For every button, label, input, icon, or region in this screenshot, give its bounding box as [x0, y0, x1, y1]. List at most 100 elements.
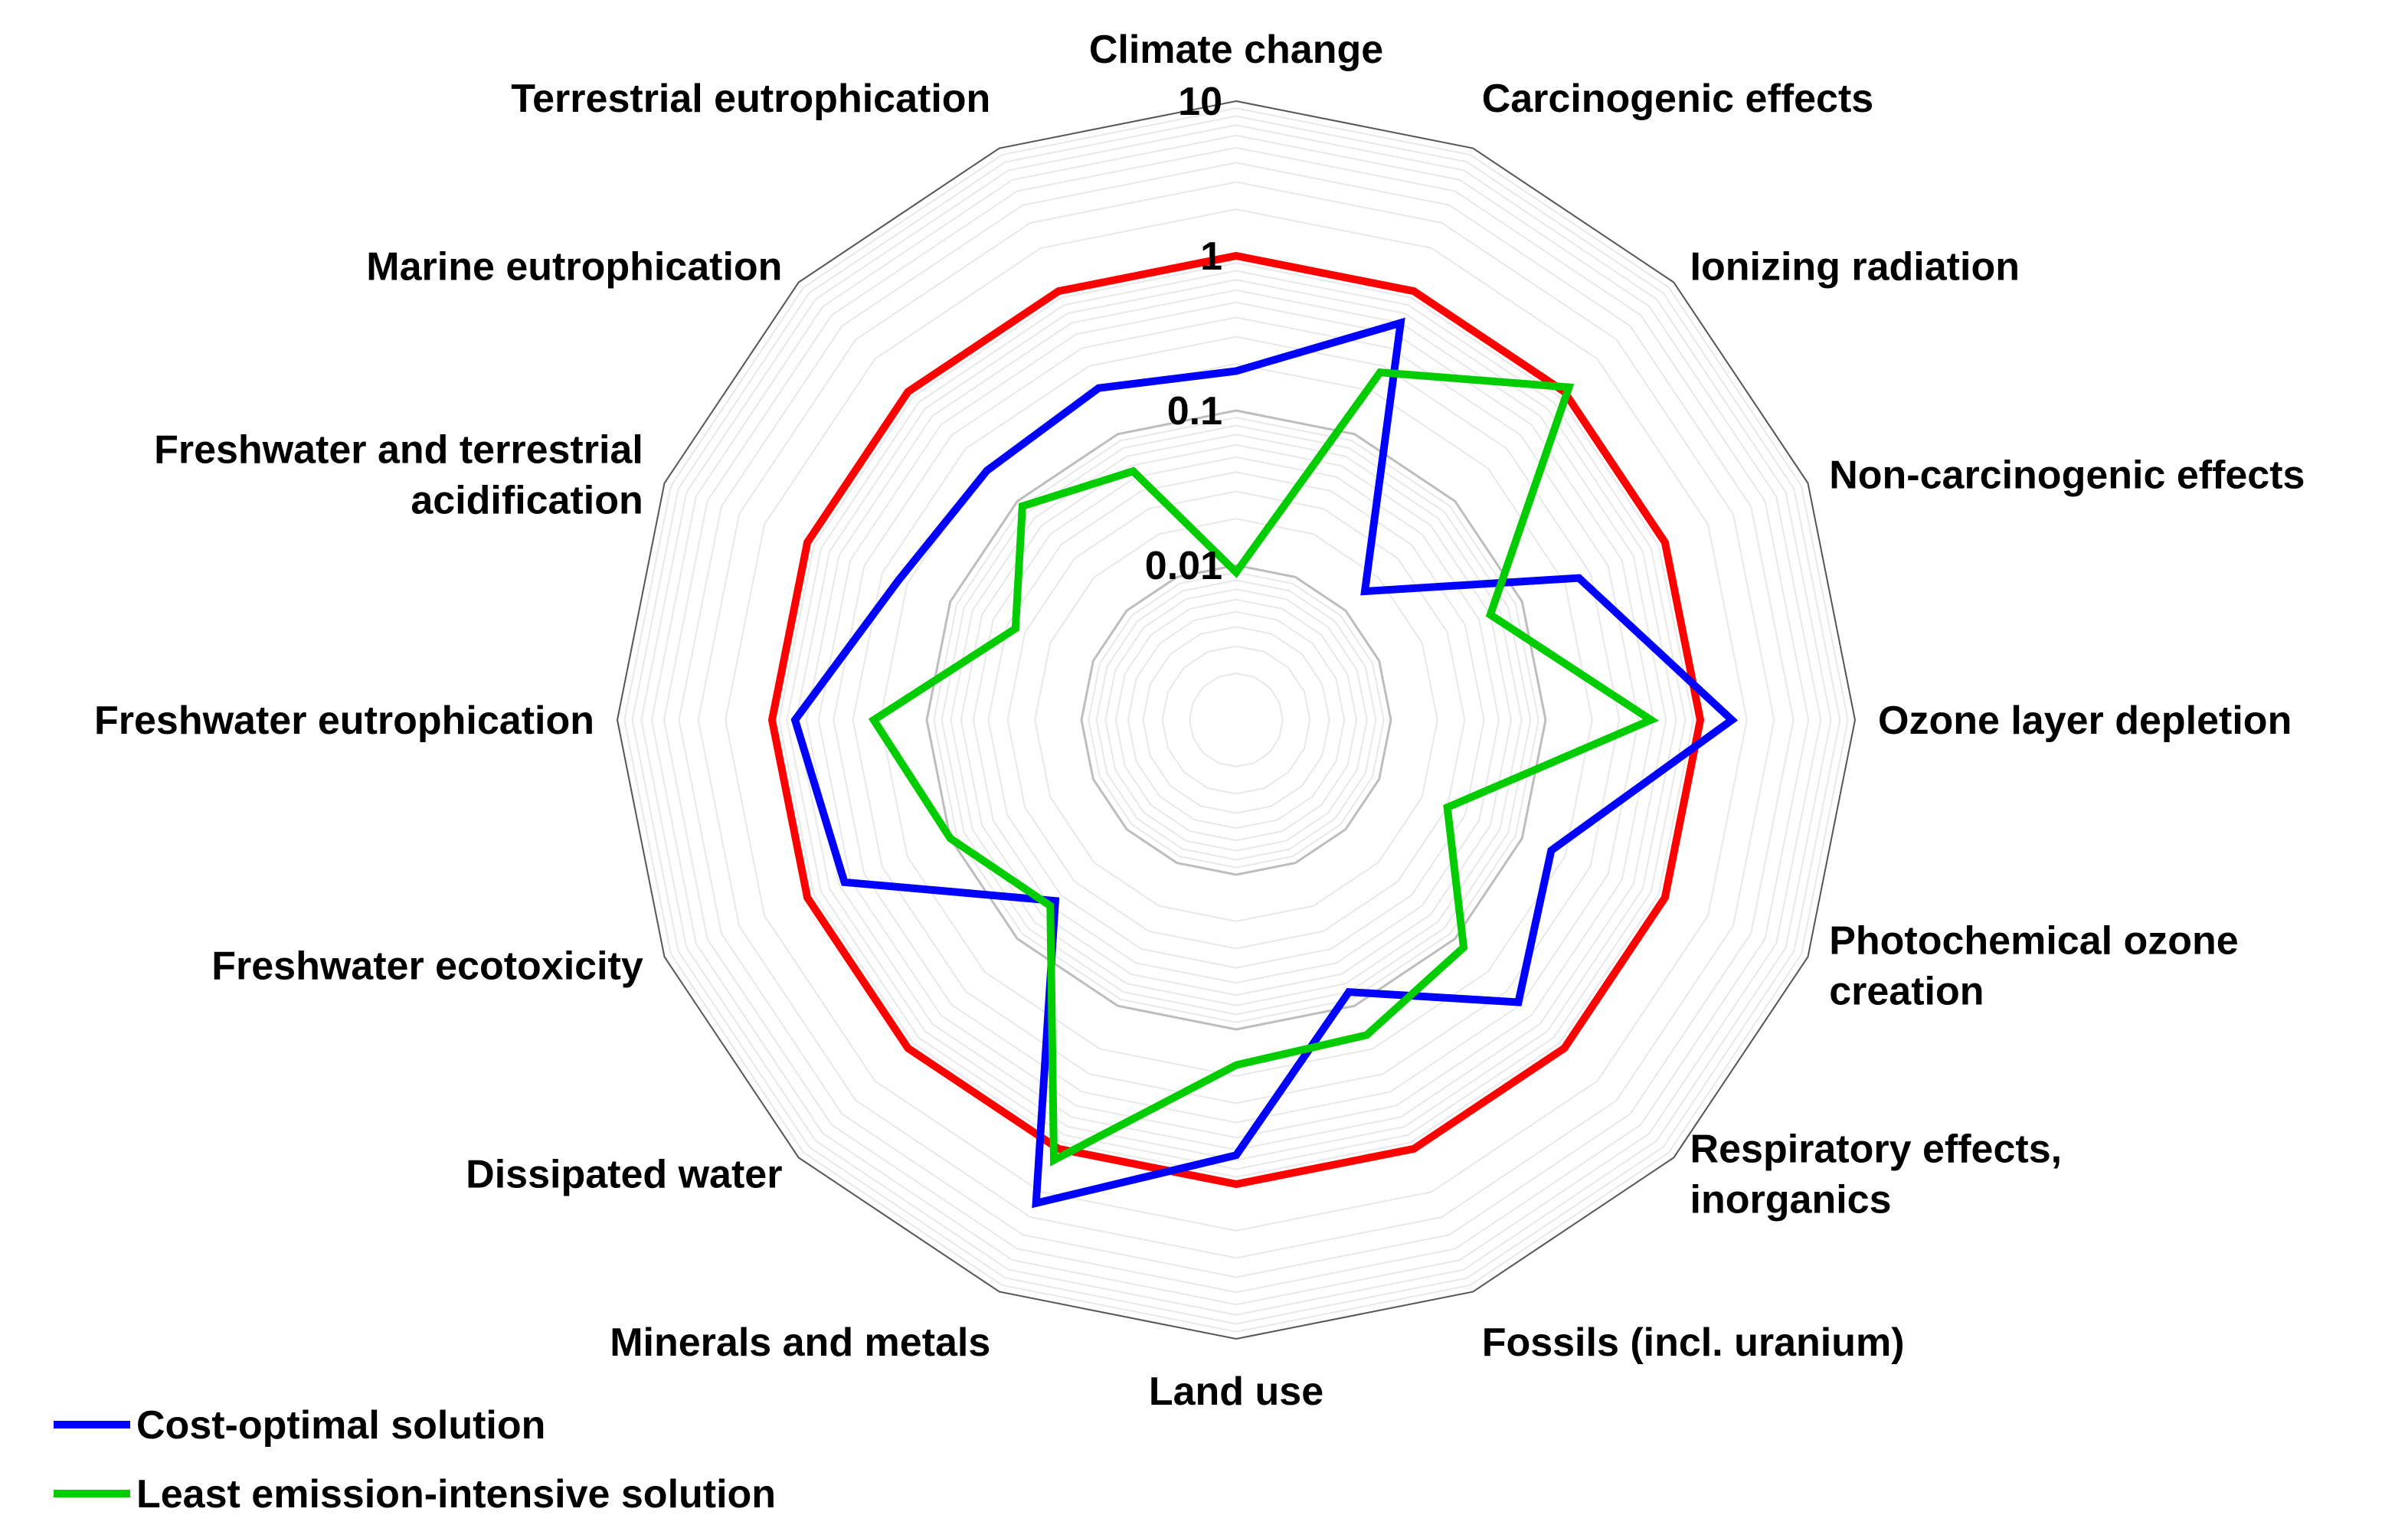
grid-ring — [623, 107, 1849, 1333]
grid-ring — [795, 279, 1677, 1161]
data-point — [806, 542, 809, 544]
category-label-line: Freshwater ecotoxicity — [211, 944, 643, 989]
grid-ring — [1095, 579, 1377, 861]
data-point — [1058, 290, 1060, 293]
data-point — [1578, 577, 1580, 579]
data-point — [1700, 719, 1701, 721]
data-point — [1650, 719, 1652, 721]
series-line — [868, 368, 1660, 1167]
tick-label: 1 — [1200, 234, 1222, 279]
category-label: Land use — [1149, 1369, 1323, 1414]
grid-ring — [1189, 672, 1284, 767]
grid-ring — [933, 417, 1539, 1023]
grid-ring — [960, 443, 1513, 996]
legend-label-least-emission: Least emission-intensive solution — [136, 1472, 776, 1517]
grid-ring — [879, 363, 1593, 1077]
category-label: Minerals and metals — [610, 1320, 990, 1365]
category-label: Freshwater ecotoxicity — [211, 944, 643, 989]
grid-ring — [833, 316, 1640, 1124]
category-label: Carcinogenic effects — [1482, 77, 1874, 121]
grid-ring — [631, 115, 1841, 1325]
data-point — [1489, 614, 1491, 616]
data-point — [1035, 1202, 1037, 1204]
data-point — [771, 719, 773, 721]
category-label-line: Land use — [1149, 1369, 1323, 1414]
tick-label: 10 — [1178, 80, 1222, 124]
category-label: Respiratory effects, inorganics — [1690, 1127, 2063, 1222]
data-point — [1014, 627, 1016, 630]
grid-ring — [805, 289, 1667, 1151]
data-point — [1517, 1001, 1520, 1003]
category-label-line: creation — [1829, 970, 1984, 1014]
grid-outer-ring — [616, 100, 1857, 1340]
data-point — [1052, 1159, 1055, 1161]
category-label-line: Marine eutrophication — [366, 244, 782, 289]
grid-ring — [1127, 610, 1346, 830]
category-label: Terrestrial eutrophication — [511, 77, 990, 121]
legend-item-least-emission: Least emission-intensive solution — [54, 1472, 776, 1517]
category-label: Fossils (incl. uranium) — [1482, 1320, 1905, 1365]
series-1 — [790, 317, 1739, 1209]
grid-ring — [972, 456, 1500, 984]
radar-grid — [616, 100, 1857, 1340]
data-point — [1446, 807, 1448, 809]
data-point — [1058, 1147, 1060, 1150]
grid-ring — [650, 134, 1822, 1306]
category-label-line: Climate change — [1089, 28, 1383, 72]
data-point — [1568, 386, 1570, 388]
grid-ring — [725, 208, 1748, 1232]
data-point — [843, 881, 846, 883]
category-label-line: Minerals and metals — [610, 1320, 990, 1365]
data-point — [1399, 322, 1402, 324]
category-label-line: Respiratory effects, — [1690, 1127, 2063, 1172]
grid-ring — [1080, 564, 1392, 876]
category-label: Marine eutrophication — [366, 244, 782, 289]
data-point — [907, 391, 909, 393]
category-label-line: Ozone layer depletion — [1878, 699, 2292, 743]
category-label: Ozone layer depletion — [1878, 699, 2292, 743]
grid-ring — [1161, 645, 1311, 795]
grid-ring — [950, 434, 1523, 1006]
tick-label: 0.01 — [1145, 544, 1222, 588]
category-label: Photochemical ozone creation — [1829, 919, 2239, 1014]
data-point — [1098, 387, 1100, 389]
tick-label: 0.1 — [1167, 389, 1222, 434]
data-point — [1054, 900, 1056, 902]
category-label-line: acidification — [411, 478, 643, 522]
series-line — [767, 251, 1705, 1189]
legend-label-cost-optimal: Cost-optimal solution — [136, 1403, 545, 1448]
data-point — [1235, 1064, 1237, 1066]
grid-ring — [1104, 588, 1368, 852]
category-label: Freshwater eutrophication — [94, 699, 594, 743]
data-point — [986, 470, 988, 472]
grid-ring — [697, 181, 1775, 1259]
category-label: Climate change — [1089, 28, 1383, 72]
grid-ring — [1034, 518, 1438, 922]
category-label-line: Non-carcinogenic effects — [1829, 453, 2305, 497]
category-label-line: Ionizing radiation — [1690, 244, 2020, 289]
category-label: Ionizing radiation — [1690, 244, 2020, 289]
data-point — [1550, 849, 1552, 852]
data-point — [1235, 370, 1237, 372]
grid-ring — [1088, 571, 1385, 869]
category-label: Freshwater and terrestrial acidification — [154, 427, 643, 522]
legend: Cost-optimal solution Least emission-int… — [54, 1403, 776, 1517]
category-label-line: Freshwater eutrophication — [94, 699, 594, 743]
grid-ring — [778, 262, 1694, 1178]
data-point — [1049, 905, 1052, 907]
category-label-line: Terrestrial eutrophication — [511, 77, 990, 121]
data-point — [1363, 591, 1366, 593]
category-labels: Climate change Carcinogenic effects Ionizi… — [94, 28, 2305, 1414]
data-point — [1348, 991, 1350, 993]
data-point — [1379, 371, 1381, 374]
category-label-line: inorganics — [1690, 1178, 1892, 1222]
grid-ring — [941, 424, 1532, 1016]
grid-ring — [770, 254, 1702, 1186]
data-point — [1235, 1183, 1237, 1185]
category-label-line: Photochemical ozone — [1829, 919, 2239, 964]
data-point — [1366, 1034, 1368, 1036]
radar-series — [767, 251, 1739, 1209]
data-point — [907, 1047, 909, 1049]
category-label: Non-carcinogenic effects — [1829, 453, 2305, 497]
grid-ring — [786, 270, 1687, 1170]
